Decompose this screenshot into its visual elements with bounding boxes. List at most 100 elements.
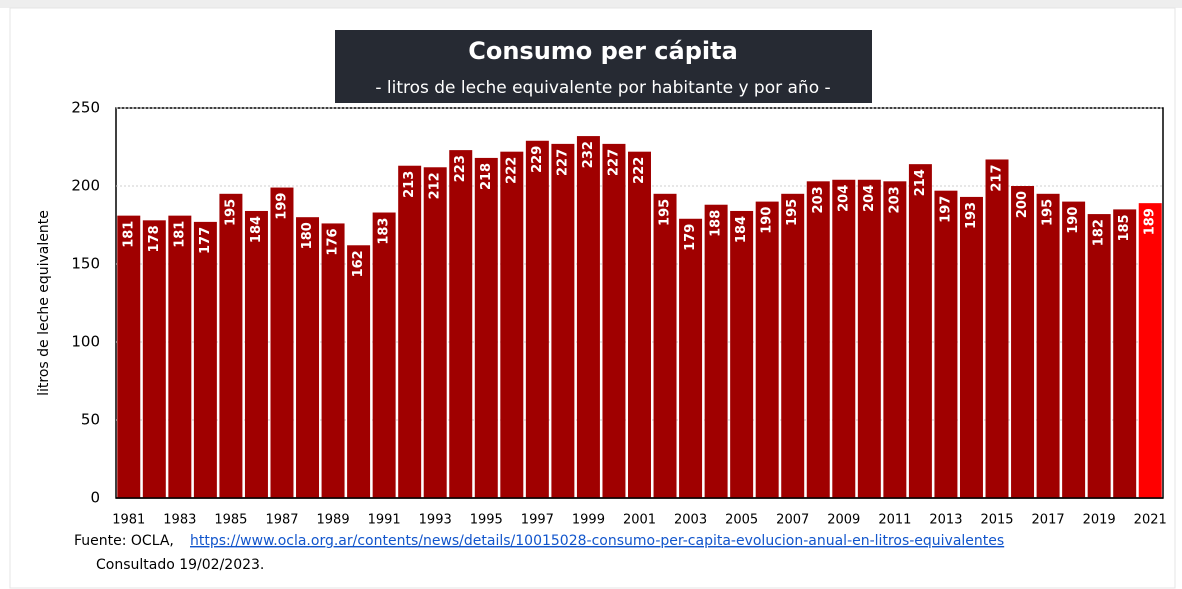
x-tick-label: 2017 — [1032, 513, 1065, 528]
bar — [602, 143, 626, 498]
data-label: 222 — [632, 157, 647, 184]
bar — [628, 151, 651, 498]
data-label: 227 — [606, 149, 621, 176]
data-label: 217 — [990, 164, 1005, 191]
bar — [832, 179, 856, 498]
data-label: 188 — [709, 210, 724, 237]
bar — [296, 217, 320, 498]
bar — [551, 143, 575, 498]
x-tick-label: 1989 — [317, 513, 350, 528]
data-label: 222 — [504, 157, 519, 184]
y-tick-label: 100 — [71, 333, 100, 351]
y-tick-label: 200 — [71, 177, 100, 195]
data-label: 184 — [734, 216, 749, 243]
y-tick-label: 250 — [71, 99, 100, 117]
x-tick-label: 2019 — [1083, 513, 1116, 528]
bar — [1138, 203, 1162, 498]
bar — [244, 210, 268, 498]
data-label: 195 — [785, 199, 800, 226]
data-label: 176 — [326, 228, 341, 255]
x-tick-label: 1993 — [419, 513, 452, 528]
x-tick-label: 2013 — [929, 513, 962, 528]
data-label: 184 — [249, 216, 264, 243]
x-tick-label: 1999 — [572, 513, 605, 528]
bar — [934, 190, 958, 498]
x-tick-label: 1985 — [214, 513, 247, 528]
bar — [1087, 214, 1111, 498]
bar — [806, 181, 830, 498]
bar — [883, 181, 907, 498]
data-label: 199 — [274, 193, 289, 220]
data-label: 204 — [862, 185, 877, 212]
data-label: 195 — [223, 199, 238, 226]
data-label: 204 — [836, 185, 851, 212]
bar — [1113, 209, 1137, 498]
data-label: 229 — [530, 146, 545, 173]
bar — [168, 215, 192, 498]
x-tick-label: 1983 — [163, 513, 196, 528]
bar — [525, 140, 549, 498]
bar — [959, 196, 983, 499]
bar — [500, 151, 524, 498]
data-label: 193 — [964, 202, 979, 229]
bar — [704, 204, 728, 498]
data-label: 190 — [760, 207, 775, 234]
bar — [423, 167, 447, 498]
source-link[interactable]: https://www.ocla.org.ar/contents/news/de… — [190, 533, 1004, 549]
bar — [730, 210, 754, 498]
x-tick-label: 2015 — [980, 513, 1013, 528]
data-label: 232 — [581, 141, 596, 168]
data-label: 181 — [172, 221, 187, 248]
bar — [219, 193, 243, 499]
bar — [1011, 186, 1035, 498]
y-tick-label: 0 — [90, 489, 100, 507]
source-label: Fuente: OCLA, — [74, 533, 174, 549]
data-label: 181 — [121, 221, 136, 248]
bar — [857, 179, 881, 498]
data-label: 213 — [402, 171, 417, 198]
data-label: 179 — [683, 224, 698, 251]
y-tick-label: 150 — [71, 255, 100, 273]
bar — [398, 165, 422, 498]
data-label: 162 — [351, 250, 366, 277]
bar — [1036, 193, 1060, 499]
x-tick-label: 1997 — [521, 513, 554, 528]
x-tick-label: 2007 — [776, 513, 809, 528]
data-label: 200 — [1015, 191, 1030, 218]
data-label: 203 — [811, 186, 826, 213]
x-tick-label: 2011 — [878, 513, 911, 528]
x-tick-label: 1987 — [265, 513, 298, 528]
bar — [142, 220, 166, 498]
bar — [117, 215, 141, 498]
x-tick-label: 2001 — [623, 513, 656, 528]
data-label: 195 — [658, 199, 673, 226]
bar — [372, 212, 396, 498]
y-tick-label: 50 — [81, 411, 100, 429]
bar — [755, 201, 779, 498]
top-strip — [0, 0, 1182, 8]
bar — [781, 193, 805, 499]
x-tick-label: 1991 — [368, 513, 401, 528]
data-label: 183 — [377, 218, 392, 245]
data-label: 178 — [147, 225, 162, 252]
title-box — [335, 30, 872, 103]
bar — [193, 221, 217, 498]
bar — [321, 223, 345, 498]
data-label: 190 — [1066, 207, 1081, 234]
data-label: 182 — [1092, 219, 1107, 246]
bar — [474, 157, 498, 499]
chart-title: Consumo per cápita — [468, 37, 738, 65]
data-label: 227 — [555, 149, 570, 176]
x-tick-label: 2009 — [827, 513, 860, 528]
data-label: 214 — [913, 169, 928, 196]
x-tick-label: 2021 — [1134, 513, 1167, 528]
data-label: 203 — [887, 186, 902, 213]
x-tick-label: 1981 — [112, 513, 145, 528]
y-axis-label: litros de leche equivalente — [36, 210, 52, 396]
data-label: 195 — [1041, 199, 1056, 226]
note: Consultado 19/02/2023. — [96, 557, 264, 573]
bar — [1062, 201, 1086, 498]
chart-subtitle: - litros de leche equivalente por habita… — [375, 78, 830, 98]
data-label: 177 — [198, 227, 213, 254]
